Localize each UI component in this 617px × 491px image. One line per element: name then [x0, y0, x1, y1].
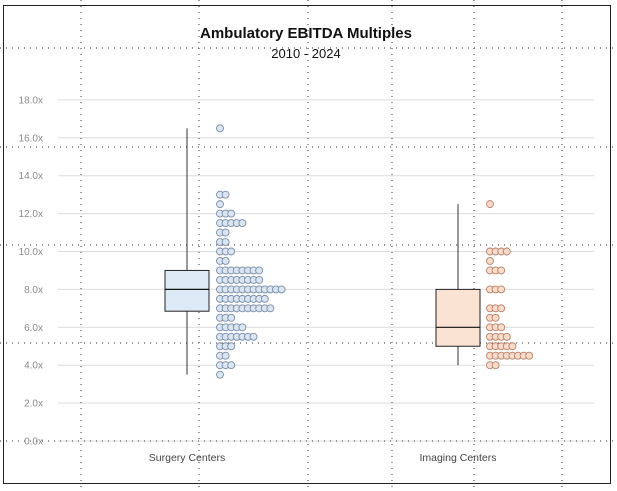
data-point: [497, 304, 506, 313]
chart-title: Ambulatory EBITDA Multiples: [200, 25, 412, 42]
data-point: [238, 219, 247, 228]
series-layer: [164, 124, 534, 379]
data-point: [491, 361, 500, 370]
data-point: [497, 323, 506, 332]
data-point: [502, 247, 511, 256]
chart-subtitle: 2010 - 2024: [271, 46, 340, 61]
data-point: [221, 228, 230, 237]
data-point: [255, 275, 264, 284]
data-point: [227, 209, 236, 218]
data-point: [216, 124, 224, 133]
data-point: [491, 313, 500, 322]
data-point: [221, 190, 230, 199]
data-point: [525, 351, 534, 360]
y-tick-label: 0.0x: [24, 437, 43, 448]
y-tick-label: 10.0x: [19, 247, 43, 258]
data-point: [486, 200, 494, 209]
data-point: [497, 285, 506, 294]
data-point: [502, 332, 511, 341]
data-point: [277, 285, 286, 294]
y-tick-label: 2.0x: [24, 399, 43, 410]
data-point: [249, 332, 258, 341]
category-label: Imaging Centers: [419, 452, 496, 464]
data-point: [260, 294, 269, 303]
data-point: [266, 304, 275, 313]
data-point: [221, 257, 230, 265]
data-point: [255, 266, 264, 275]
y-tick-label: 18.0x: [19, 95, 43, 106]
y-tick-label: 14.0x: [19, 171, 43, 182]
category-label: Surgery Centers: [149, 452, 225, 464]
data-point: [227, 313, 236, 322]
category-labels: Surgery Centers Imaging Centers: [149, 452, 497, 464]
data-point: [486, 257, 494, 265]
data-point: [227, 361, 236, 370]
data-point: [216, 370, 224, 379]
data-point: [238, 323, 247, 332]
y-tick-label: 6.0x: [24, 323, 43, 334]
y-axis-ticks: 0.0x 2.0x 4.0x 6.0x 8.0x 10.0x 12.0x 14.0x 16.0x…: [19, 95, 43, 447]
box: [435, 288, 481, 347]
data-point: [227, 342, 236, 351]
y-tick-label: 16.0x: [19, 133, 43, 144]
y-tick-label: 4.0x: [24, 361, 43, 372]
series-1: [435, 200, 534, 370]
y-tick-label: 12.0x: [19, 209, 43, 220]
data-point: [508, 342, 517, 351]
data-point: [497, 266, 506, 275]
data-point: [227, 247, 236, 256]
data-point: [221, 238, 230, 246]
data-point: [216, 200, 224, 209]
gridlines: [58, 99, 594, 442]
data-point: [221, 351, 230, 360]
box: [164, 269, 210, 312]
y-tick-label: 8.0x: [24, 285, 43, 296]
series-0: [164, 124, 286, 379]
